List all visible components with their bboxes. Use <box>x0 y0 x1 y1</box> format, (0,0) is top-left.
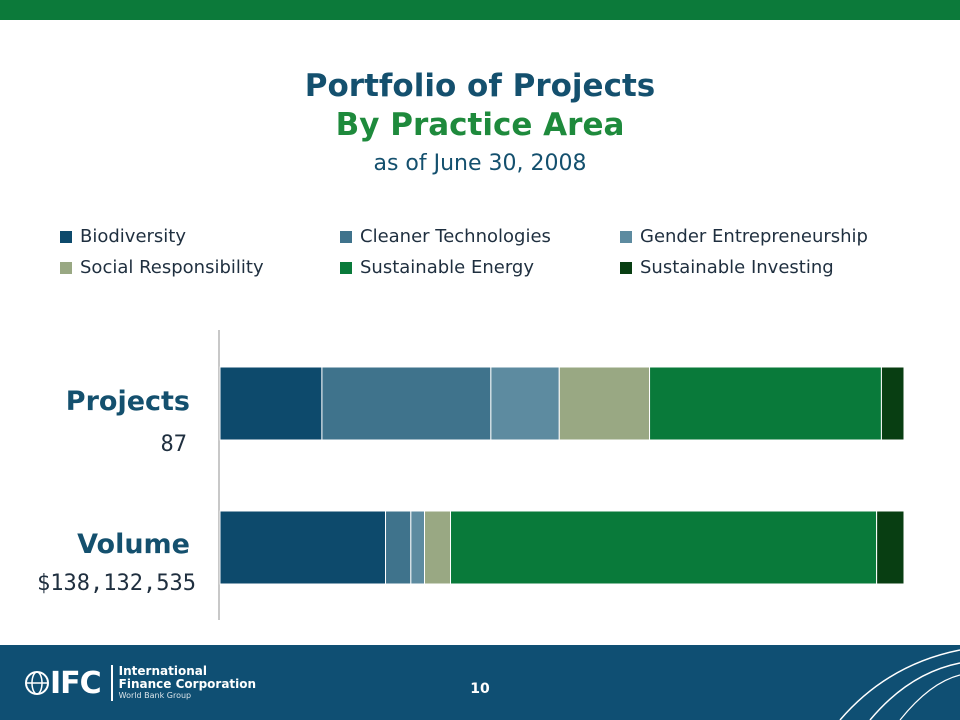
legend-label: Biodiversity <box>80 226 187 247</box>
legend-item: Social Responsibility <box>60 257 264 278</box>
legend-label: Cleaner Technologies <box>360 226 551 247</box>
bar-segment-volume-social-responsibility <box>424 510 452 585</box>
legend-swatch <box>620 261 632 274</box>
top-accent-bar <box>0 0 960 20</box>
logo-mark: IFC <box>50 665 102 701</box>
ifc-logo: IFC International Finance Corporation Wo… <box>24 665 256 701</box>
category-value-projects: 87 <box>160 432 188 457</box>
logo-line-2: Finance Corporation <box>118 677 257 691</box>
slide-subtitle: By Practice Area <box>335 107 625 143</box>
legend-item: Cleaner Technologies <box>340 226 551 247</box>
logo-line-3: World Bank Group <box>118 691 192 700</box>
legend-label: Sustainable Energy <box>360 257 534 278</box>
bar-segment-volume-biodiversity <box>219 510 387 585</box>
slide-date: as of June 30, 2008 <box>373 151 587 176</box>
legend-item: Sustainable Energy <box>340 257 534 278</box>
legend-label: Social Responsibility <box>80 257 264 278</box>
slide-title: Portfolio of Projects <box>304 68 656 104</box>
bar-segment-volume-sustainable-investing <box>876 510 905 585</box>
bar-segment-volume-sustainable-energy <box>450 510 878 585</box>
decorative-swoosh <box>839 649 960 720</box>
logo-line-1: International <box>118 664 207 678</box>
globe-icon <box>25 671 49 695</box>
logo-text: International Finance Corporation World … <box>110 664 257 701</box>
bar-segment-projects-gender-entrepreneurship <box>490 366 560 441</box>
bar-segment-volume-cleaner-technologies <box>385 510 412 585</box>
legend-label: Sustainable Investing <box>640 257 834 278</box>
slide-titles: Portfolio of Projects By Practice Area a… <box>0 66 960 182</box>
stacked-bar-chart <box>218 330 905 620</box>
bar-segment-projects-cleaner-technologies <box>321 366 492 441</box>
legend-swatch <box>60 230 72 243</box>
bar-segment-projects-biodiversity <box>219 366 323 441</box>
legend-item: Sustainable Investing <box>620 257 834 278</box>
legend-swatch <box>60 261 72 274</box>
legend-swatch <box>340 230 352 243</box>
legend-swatch <box>620 230 632 243</box>
bar-segment-volume-gender-entrepreneurship <box>410 510 426 585</box>
legend-label: Gender Entrepreneurship <box>640 226 868 247</box>
legend-item: Gender Entrepreneurship <box>620 226 868 247</box>
category-label-volume: Volume <box>77 529 190 560</box>
category-label-projects: Projects <box>65 386 190 417</box>
footer-bar: IFC International Finance Corporation Wo… <box>0 645 960 720</box>
bar-segment-projects-social-responsibility <box>558 366 651 441</box>
page-number: 10 <box>470 681 490 697</box>
legend-swatch <box>340 261 352 274</box>
category-value-volume: $138,132,535 <box>37 571 196 596</box>
legend-item: Biodiversity <box>60 226 186 247</box>
bar-segment-projects-sustainable-investing <box>880 366 905 441</box>
bar-segment-projects-sustainable-energy <box>649 366 882 441</box>
